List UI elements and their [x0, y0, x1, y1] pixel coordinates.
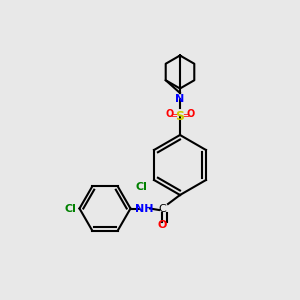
Text: C: C — [158, 203, 166, 214]
Text: O: O — [186, 109, 195, 119]
Text: O: O — [157, 220, 167, 230]
Text: =: = — [182, 111, 190, 120]
Text: Cl: Cl — [64, 203, 76, 214]
Text: =: = — [170, 111, 178, 120]
Text: Cl: Cl — [135, 182, 147, 193]
Text: S: S — [176, 110, 184, 124]
Text: NH: NH — [135, 203, 153, 214]
Text: O: O — [165, 109, 174, 119]
Text: N: N — [176, 94, 184, 104]
